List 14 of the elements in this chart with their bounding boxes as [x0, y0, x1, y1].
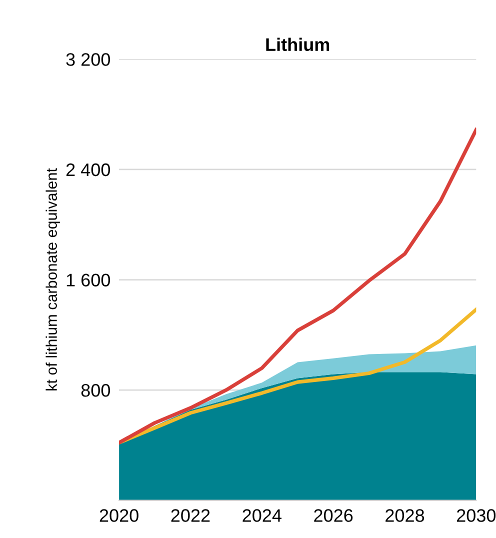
- y-axis-title: kt of lithium carbonate equivalent: [46, 168, 60, 390]
- x-tick-label: 2028: [386, 509, 424, 522]
- y-tick-label: 3 200: [66, 53, 110, 66]
- line-series: [119, 308, 476, 445]
- x-tick-label: 2022: [171, 509, 210, 522]
- line-series: [119, 128, 476, 445]
- y-tick-label: 800: [81, 384, 110, 397]
- x-tick-label: 2024: [242, 509, 282, 522]
- y-tick-label: 2 400: [66, 163, 110, 176]
- x-tick-label: 2030: [456, 509, 496, 522]
- y-tick-label: 1 600: [66, 274, 110, 286]
- chart-title: Lithium: [266, 38, 330, 52]
- x-tick-label: 2020: [100, 509, 138, 522]
- x-tick-label: 2026: [314, 509, 353, 522]
